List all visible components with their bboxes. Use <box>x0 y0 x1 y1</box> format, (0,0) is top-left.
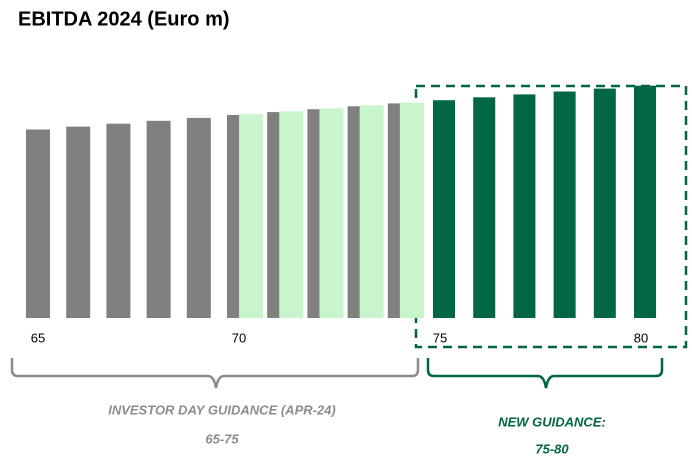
bar <box>359 105 384 319</box>
annotation: NEW GUIDANCE: <box>498 414 606 429</box>
bar <box>593 88 616 318</box>
x-tick-label: 75 <box>433 330 447 345</box>
bar <box>66 126 91 318</box>
bar <box>26 129 50 318</box>
bar <box>634 85 657 319</box>
bar <box>239 114 264 318</box>
bar <box>279 111 304 318</box>
bracket <box>426 358 664 389</box>
bar <box>106 123 131 318</box>
x-tick-label: 70 <box>232 330 246 345</box>
bar <box>513 94 536 318</box>
chart-title: EBITDA 2024 (Euro m) <box>18 8 230 30</box>
bar <box>186 117 211 319</box>
bar <box>319 108 344 318</box>
bar <box>553 91 576 318</box>
x-tick-label: 65 <box>31 330 45 345</box>
annotation: INVESTOR DAY GUIDANCE (APR-24) <box>108 402 336 417</box>
bracket <box>10 358 420 389</box>
bar <box>399 102 424 318</box>
bar <box>433 100 456 319</box>
annotation-range: 75-80 <box>535 441 569 456</box>
bar <box>146 120 171 318</box>
bar <box>473 97 496 318</box>
annotation-range: 65-75 <box>205 431 239 446</box>
x-tick-label: 80 <box>634 330 648 345</box>
